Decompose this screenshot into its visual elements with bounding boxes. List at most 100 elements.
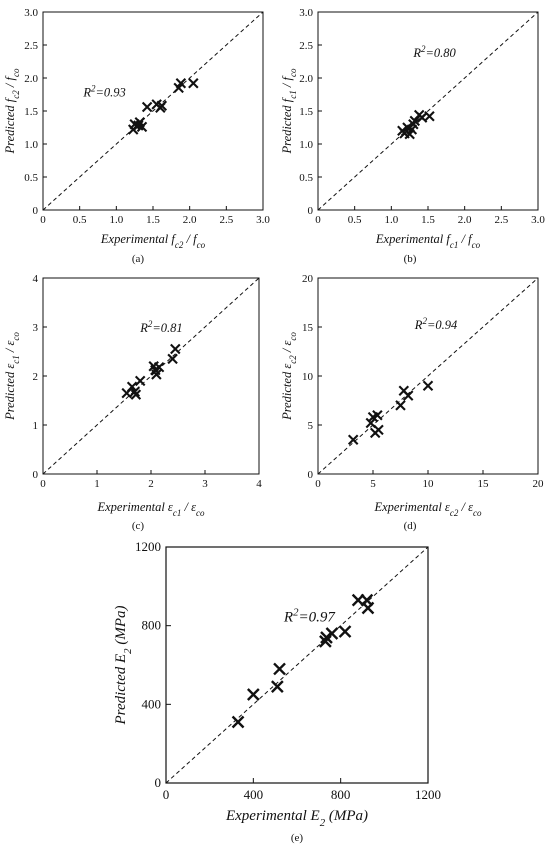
x-tick-label: 0.5 xyxy=(73,214,87,226)
y-axis-label: Predicted fc1 / fco xyxy=(280,68,298,154)
panel-label: (c) xyxy=(132,520,145,532)
y-tick-label: 1.5 xyxy=(299,106,313,118)
y-tick-label: 10 xyxy=(302,371,314,383)
data-point xyxy=(151,369,162,380)
reference-line xyxy=(317,277,539,475)
x-tick-label: 1200 xyxy=(415,787,441,802)
x-tick-label: 2 xyxy=(148,478,154,490)
x-tick-label: 0 xyxy=(163,787,170,802)
x-axis-label: Experimental εc2 / εco xyxy=(373,500,482,518)
y-tick-label: 1.5 xyxy=(24,106,38,118)
chart-panel-3: 0 1 2 3 4 0 1 2 3 4 R2=0.81 Experimental εc1 / εco P… xyxy=(3,273,262,532)
y-tick-label: 400 xyxy=(142,696,162,711)
data-point xyxy=(325,627,339,640)
y-tick-label: 4 xyxy=(33,273,39,285)
data-point xyxy=(395,400,406,411)
y-tick-label: 2.0 xyxy=(24,73,38,85)
data-point xyxy=(141,101,153,113)
y-tick-label: 1 xyxy=(33,420,39,432)
x-tick-label: 3.0 xyxy=(256,214,270,226)
y-tick-label: 2.5 xyxy=(24,40,38,52)
y-axis-label: Predicted εc1 / εco xyxy=(3,332,21,421)
y-tick-label: 3 xyxy=(33,322,39,334)
x-tick-label: 2.0 xyxy=(458,214,472,226)
r-squared-annotation: R2=0.93 xyxy=(82,83,125,99)
y-tick-label: 20 xyxy=(302,273,314,285)
data-point xyxy=(130,389,142,400)
reference-line xyxy=(165,546,429,784)
r-squared-annotation: R2=0.81 xyxy=(139,319,182,335)
chart-panel-4: 0 5 10 15 20 0 5 10 15 20 R2=0.94 Experimental εc2 … xyxy=(280,273,544,532)
y-tick-label: 2 xyxy=(33,371,39,383)
y-axis-label: Predicted fc2 / fco xyxy=(3,68,21,154)
data-point xyxy=(246,688,260,701)
data-point xyxy=(175,78,187,89)
data-point xyxy=(347,434,359,445)
y-tick-label: 0 xyxy=(155,775,162,790)
x-tick-label: 0.5 xyxy=(348,214,362,226)
x-tick-label: 3 xyxy=(202,478,208,490)
y-tick-label: 0.5 xyxy=(24,172,38,184)
data-point xyxy=(372,409,383,421)
x-tick-label: 4 xyxy=(256,478,262,490)
panel-label: (d) xyxy=(404,520,417,532)
chart-panel-2: 0 0.5 1.0 1.5 2.0 2.5 3.0 0 0.5 1.0 1.5 2.0 2.5 3.0 R2… xyxy=(280,7,545,265)
y-axis-label: Predicted E2 (MPa) xyxy=(113,606,134,726)
x-tick-label: 5 xyxy=(370,478,376,490)
x-axis-label: Experimental E2 (MPa) xyxy=(225,808,368,829)
x-tick-label: 0 xyxy=(40,214,46,226)
x-tick-label: 0 xyxy=(40,478,46,490)
r-squared-annotation: R2=0.80 xyxy=(412,44,456,60)
panel-label: (b) xyxy=(404,253,417,265)
y-axis-label: Predicted εc2 / εco xyxy=(280,332,298,421)
data-point xyxy=(156,100,168,111)
data-point xyxy=(153,361,165,373)
x-tick-label: 400 xyxy=(244,787,264,802)
y-tick-label: 0 xyxy=(33,469,39,481)
x-tick-label: 1.0 xyxy=(384,214,398,226)
x-axis-label: Experimental fc2 / fco xyxy=(100,232,206,250)
y-tick-label: 0 xyxy=(33,205,39,217)
data-point xyxy=(126,381,138,393)
data-point xyxy=(409,115,421,127)
data-point xyxy=(422,380,434,392)
data-point xyxy=(402,390,414,401)
data-point xyxy=(134,375,146,387)
y-tick-label: 0 xyxy=(308,205,314,217)
chart-panel-1: 0 0.5 1.0 1.5 2.0 2.5 3.0 0 0.5 1.0 1.5 2.0 2.5 3.0 R2… xyxy=(3,7,270,265)
data-point xyxy=(136,121,148,133)
y-tick-label: 15 xyxy=(302,322,314,334)
y-tick-label: 5 xyxy=(308,420,314,432)
x-tick-label: 10 xyxy=(423,478,435,490)
data-point xyxy=(424,111,435,122)
panel-label: (e) xyxy=(291,832,304,844)
data-point xyxy=(271,680,284,693)
r-squared-annotation: R2=0.97 xyxy=(283,607,336,626)
x-tick-label: 2.5 xyxy=(494,214,508,226)
chart-panel-5: 0 400 800 1200 0 400 800 1200 R2=0.97 Experimenta… xyxy=(113,539,441,844)
y-tick-label: 1200 xyxy=(135,539,161,554)
reference-line xyxy=(42,277,260,475)
r-squared-annotation: R2=0.94 xyxy=(414,316,457,332)
data-point xyxy=(231,715,245,729)
x-axis-label: Experimental fc1 / fco xyxy=(375,232,481,250)
data-point xyxy=(273,662,286,676)
x-tick-label: 3.0 xyxy=(531,214,545,226)
data-point xyxy=(361,601,375,615)
x-tick-label: 1.0 xyxy=(109,214,123,226)
y-tick-label: 3.0 xyxy=(299,7,313,19)
y-tick-label: 0 xyxy=(308,469,314,481)
data-point xyxy=(373,424,384,436)
x-tick-label: 0 xyxy=(315,214,321,226)
x-tick-label: 800 xyxy=(331,787,351,802)
x-tick-label: 0 xyxy=(315,478,321,490)
y-tick-label: 1.0 xyxy=(24,139,38,151)
x-tick-label: 1 xyxy=(94,478,100,490)
y-tick-label: 0.5 xyxy=(299,172,313,184)
x-axis-label: Experimental εc1 / εco xyxy=(96,500,205,518)
data-point xyxy=(188,78,199,89)
x-tick-label: 1.5 xyxy=(146,214,160,226)
x-tick-label: 2.5 xyxy=(219,214,233,226)
x-tick-label: 1.5 xyxy=(421,214,435,226)
